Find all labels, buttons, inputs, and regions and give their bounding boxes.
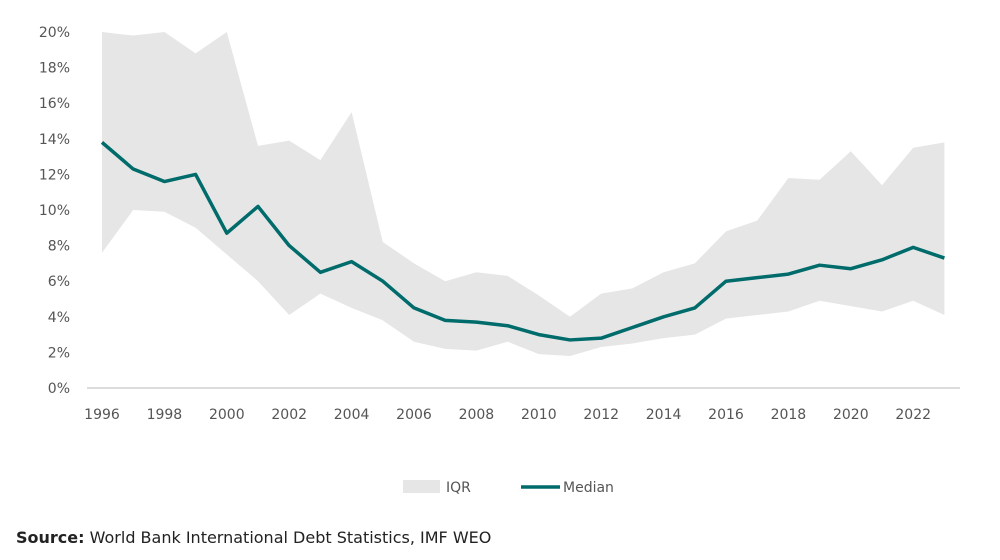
x-tick-label: 2012 [583,407,619,423]
x-tick-label: 1996 [84,407,120,423]
y-tick-label: 0% [48,381,70,397]
x-tick-label: 2004 [334,407,370,423]
legend-iqr-label: IQR [446,480,471,496]
iqr-band [102,32,945,356]
x-tick-label: 2016 [708,407,744,423]
x-tick-label: 2006 [396,407,432,423]
x-tick-label: 1998 [147,407,183,423]
y-tick-label: 6% [48,274,70,290]
source-label: Source: [16,528,85,547]
legend: IQR Median [403,480,614,496]
x-tick-label: 2010 [521,407,557,423]
y-tick-label: 18% [39,61,70,77]
x-tick-label: 2008 [459,407,495,423]
x-tick-label: 2000 [209,407,245,423]
y-tick-label: 4% [48,310,70,326]
chart-svg: 0% 2% 4% 6% 8% 10% 12% 14% 16% 18% 20% 1996 1998 200… [39,25,960,496]
x-tick-label: 2002 [271,407,307,423]
y-tick-label: 14% [39,132,70,148]
y-tick-label: 12% [39,167,70,183]
y-tick-label: 10% [39,203,70,219]
source-note: Source: World Bank International Debt St… [16,528,491,547]
legend-median-label: Median [563,480,614,496]
x-tick-label: 2020 [833,407,869,423]
source-text: World Bank International Debt Statistics… [84,528,492,547]
y-tick-label: 8% [48,239,70,255]
x-tick-label: 2022 [895,407,931,423]
x-tick-label: 2014 [646,407,682,423]
legend-iqr-swatch [403,480,440,493]
y-tick-label: 2% [48,345,70,361]
y-tick-label: 20% [39,25,70,41]
y-tick-label: 16% [39,96,70,112]
median-line [100,141,945,342]
x-tick-label: 2018 [771,407,807,423]
